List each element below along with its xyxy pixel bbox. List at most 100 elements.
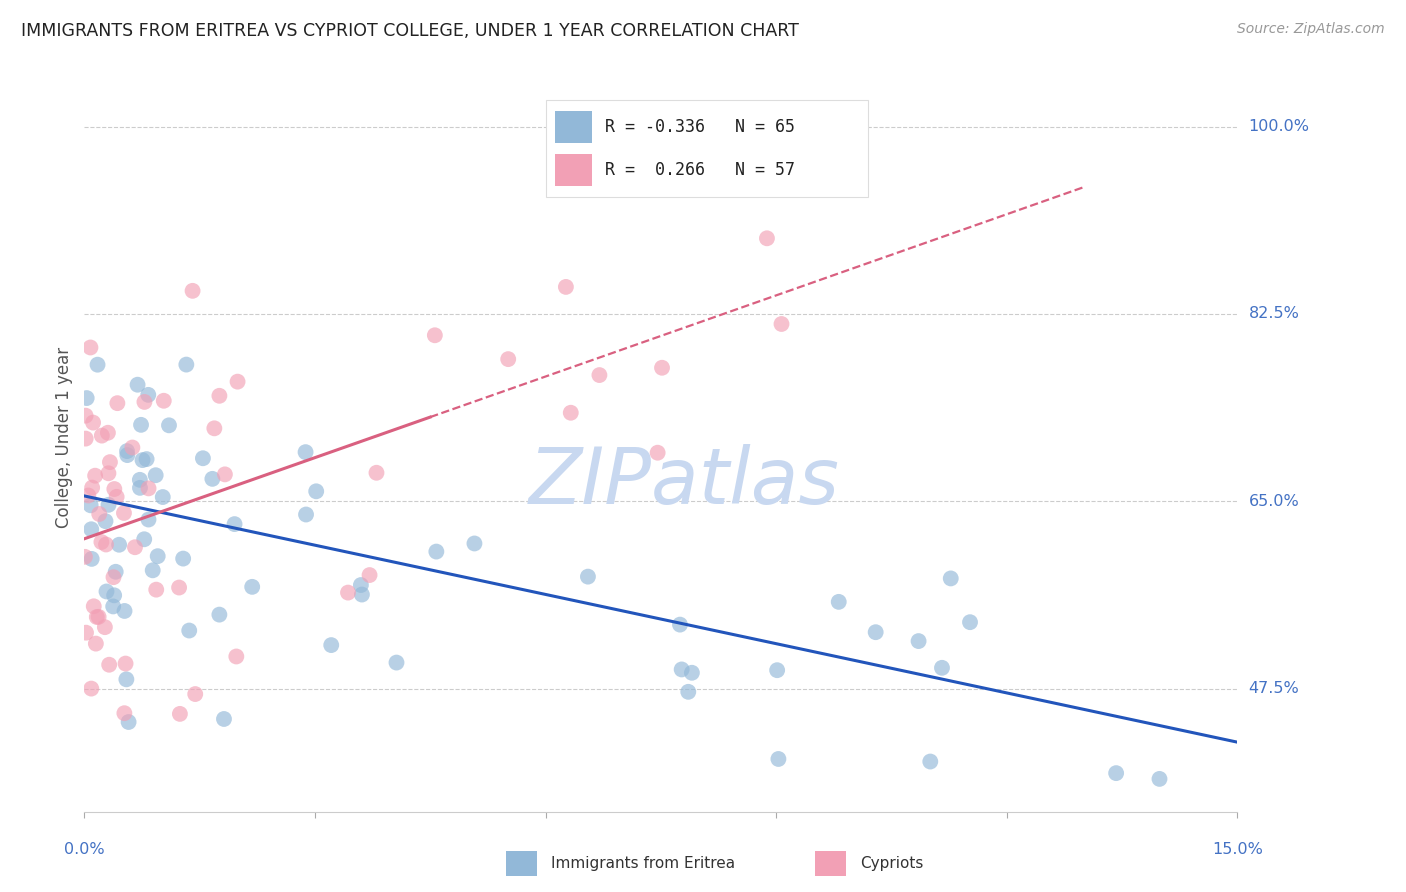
Point [135, 452, 157, 467]
Point [117, 448, 139, 462]
Point [169, 706, 191, 721]
Point [108, 538, 131, 552]
Point [191, 451, 214, 466]
Point [588, 368, 610, 382]
Point [770, 317, 793, 331]
Point [96, 584, 118, 599]
FancyBboxPatch shape [555, 112, 592, 143]
Point [97, 467, 120, 481]
Point [305, 484, 328, 499]
Point [1105, 766, 1128, 780]
Point [226, 375, 249, 389]
Point [97, 498, 120, 512]
Point [114, 657, 136, 671]
Point [94, 514, 117, 528]
Point [669, 617, 692, 632]
Point [463, 536, 485, 550]
Point [77, 488, 100, 502]
Point [321, 638, 343, 652]
Point [295, 508, 318, 522]
Point [208, 389, 231, 403]
Point [202, 421, 225, 435]
Text: ZIPatlas: ZIPatlas [529, 444, 839, 520]
Point [385, 656, 408, 670]
Point [350, 578, 373, 592]
Y-axis label: College, Under 1 year: College, Under 1 year [55, 346, 73, 528]
Text: R = -0.336   N = 65: R = -0.336 N = 65 [606, 118, 796, 136]
Point [117, 714, 139, 729]
Point [105, 396, 128, 410]
Point [86, 358, 108, 372]
Point [86, 610, 108, 624]
Point [766, 663, 789, 677]
Point [115, 673, 138, 687]
Point [97, 425, 120, 440]
Point [84, 468, 107, 483]
Point [94, 620, 117, 634]
Point [84, 637, 107, 651]
Point [79, 498, 101, 512]
Point [138, 512, 160, 526]
Point [496, 352, 519, 367]
Point [128, 473, 150, 487]
Point [131, 453, 153, 467]
Text: R =  0.266   N = 57: R = 0.266 N = 57 [606, 161, 796, 179]
Point [240, 580, 263, 594]
Point [76, 391, 98, 405]
Point [124, 540, 146, 554]
Point [671, 662, 693, 676]
Point [939, 571, 962, 585]
FancyBboxPatch shape [546, 100, 869, 197]
Point [136, 388, 159, 402]
Text: Source: ZipAtlas.com: Source: ZipAtlas.com [1237, 22, 1385, 37]
Point [80, 552, 103, 566]
Point [94, 537, 117, 551]
Point [146, 549, 169, 564]
Point [931, 661, 953, 675]
Point [167, 581, 190, 595]
Point [103, 570, 125, 584]
Point [145, 468, 167, 483]
Point [181, 284, 204, 298]
Point [560, 406, 582, 420]
FancyBboxPatch shape [555, 154, 592, 186]
Point [127, 377, 149, 392]
Point [75, 432, 97, 446]
Text: 15.0%: 15.0% [1212, 842, 1263, 857]
Point [768, 752, 790, 766]
Point [90, 428, 112, 442]
Point [103, 599, 125, 614]
Point [98, 657, 121, 672]
Point [134, 395, 156, 409]
Point [425, 544, 447, 558]
Point [73, 549, 96, 564]
Point [80, 681, 103, 696]
Point [98, 455, 121, 469]
Text: 100.0%: 100.0% [1249, 120, 1309, 134]
Point [83, 599, 105, 614]
Point [681, 665, 703, 680]
Point [90, 535, 112, 549]
Point [104, 565, 127, 579]
Point [576, 569, 599, 583]
Point [80, 522, 103, 536]
Point [75, 625, 97, 640]
Text: Cypriots: Cypriots [860, 856, 924, 871]
Point [145, 582, 167, 597]
Point [959, 615, 981, 630]
Point [87, 610, 110, 624]
Point [201, 472, 224, 486]
Point [172, 551, 194, 566]
Point [121, 441, 143, 455]
Point [366, 466, 388, 480]
Point [129, 481, 152, 495]
Point [907, 634, 929, 648]
Point [115, 444, 138, 458]
Point [142, 563, 165, 577]
Point [212, 712, 235, 726]
Point [865, 625, 887, 640]
Point [828, 595, 851, 609]
Point [82, 481, 104, 495]
Point [79, 341, 101, 355]
Point [1149, 772, 1171, 786]
